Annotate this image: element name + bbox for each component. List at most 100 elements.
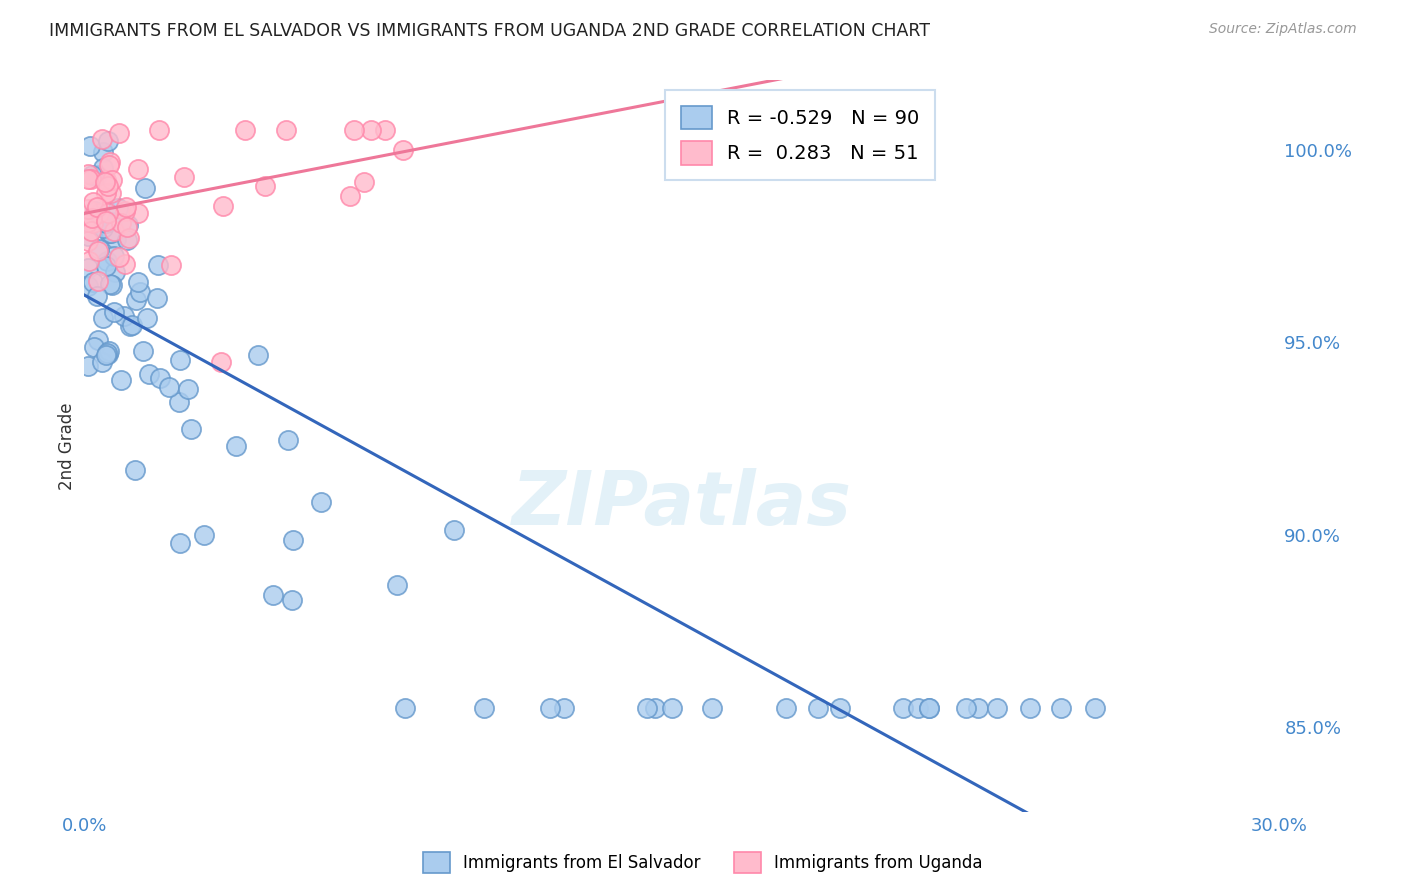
Point (89, 242, 111, 256)
Point (77, 279, 100, 293)
Point (94, 259, 117, 273)
Point (97, 179, 120, 194)
Point (86, 289, 108, 303)
Point (262, 588, 284, 602)
Point (87, 244, 110, 258)
Point (173, 169, 195, 184)
Point (127, 205, 149, 219)
Point (387, 578, 409, 592)
Point (82, 215, 104, 229)
Point (472, 700, 495, 714)
Point (77, 215, 100, 229)
Point (101, 215, 124, 229)
Point (276, 123, 298, 137)
Point (105, 232, 128, 246)
Point (353, 175, 375, 189)
Point (134, 181, 156, 195)
Point (128, 285, 150, 300)
Point (160, 258, 183, 272)
Point (96, 216, 118, 230)
Point (118, 231, 141, 245)
Point (121, 318, 143, 332)
Point (124, 293, 146, 308)
Point (115, 233, 138, 247)
Point (644, 700, 666, 714)
Point (966, 700, 988, 714)
Point (100, 186, 122, 200)
Point (86, 169, 108, 183)
Point (90, 355, 112, 369)
Point (91, 311, 114, 326)
Point (97, 158, 120, 172)
Point (82, 276, 104, 290)
Point (107, 250, 129, 264)
Text: IMMIGRANTS FROM EL SALVADOR VS IMMIGRANTS FROM UGANDA 2ND GRADE CORRELATION CHAR: IMMIGRANTS FROM EL SALVADOR VS IMMIGRANT… (49, 22, 931, 40)
Point (94, 348, 117, 362)
Point (209, 355, 232, 369)
Point (661, 700, 683, 714)
Point (110, 216, 132, 230)
Point (374, 123, 396, 137)
Point (1084, 700, 1107, 714)
Point (94, 173, 117, 187)
Point (775, 700, 797, 714)
Point (891, 700, 914, 714)
Point (127, 162, 149, 177)
Point (107, 201, 129, 215)
Point (281, 592, 304, 607)
Point (103, 224, 125, 238)
Point (225, 439, 247, 453)
Point (87, 333, 110, 347)
Point (77, 261, 100, 276)
Point (94, 175, 117, 189)
Point (79, 254, 101, 268)
Point (146, 292, 169, 306)
Point (167, 394, 190, 409)
Point (97, 134, 120, 148)
Point (309, 495, 332, 509)
Point (700, 700, 723, 714)
Point (193, 527, 215, 541)
Point (169, 352, 191, 367)
Text: ZIPatlas: ZIPatlas (512, 468, 852, 541)
Point (146, 258, 169, 272)
Point (104, 265, 127, 279)
Point (98, 277, 121, 291)
Point (86, 200, 108, 214)
Point (79, 139, 101, 153)
Point (77, 202, 100, 216)
Point (136, 310, 159, 325)
Point (118, 318, 141, 333)
Point (247, 348, 270, 362)
Point (89, 206, 111, 220)
Point (91, 221, 114, 235)
Point (148, 371, 170, 385)
Point (114, 257, 136, 271)
Point (110, 373, 132, 387)
Point (391, 143, 413, 157)
Point (114, 203, 136, 218)
Point (77, 171, 100, 186)
Point (83, 204, 105, 219)
Point (94, 186, 117, 201)
Point (553, 700, 575, 714)
Point (443, 523, 465, 537)
Point (77, 228, 100, 243)
Point (103, 305, 125, 319)
Text: Source: ZipAtlas.com: Source: ZipAtlas.com (1209, 22, 1357, 37)
Point (176, 382, 198, 396)
Point (98, 226, 121, 240)
Point (115, 200, 138, 214)
Point (77, 359, 100, 373)
Point (124, 463, 146, 477)
Point (1050, 700, 1073, 714)
Point (212, 199, 235, 213)
Point (180, 422, 202, 436)
Point (93, 145, 115, 160)
Point (103, 248, 125, 262)
Point (96, 346, 118, 360)
Point (114, 310, 136, 324)
Point (82, 168, 104, 182)
Point (342, 123, 364, 137)
Point (986, 700, 1008, 714)
